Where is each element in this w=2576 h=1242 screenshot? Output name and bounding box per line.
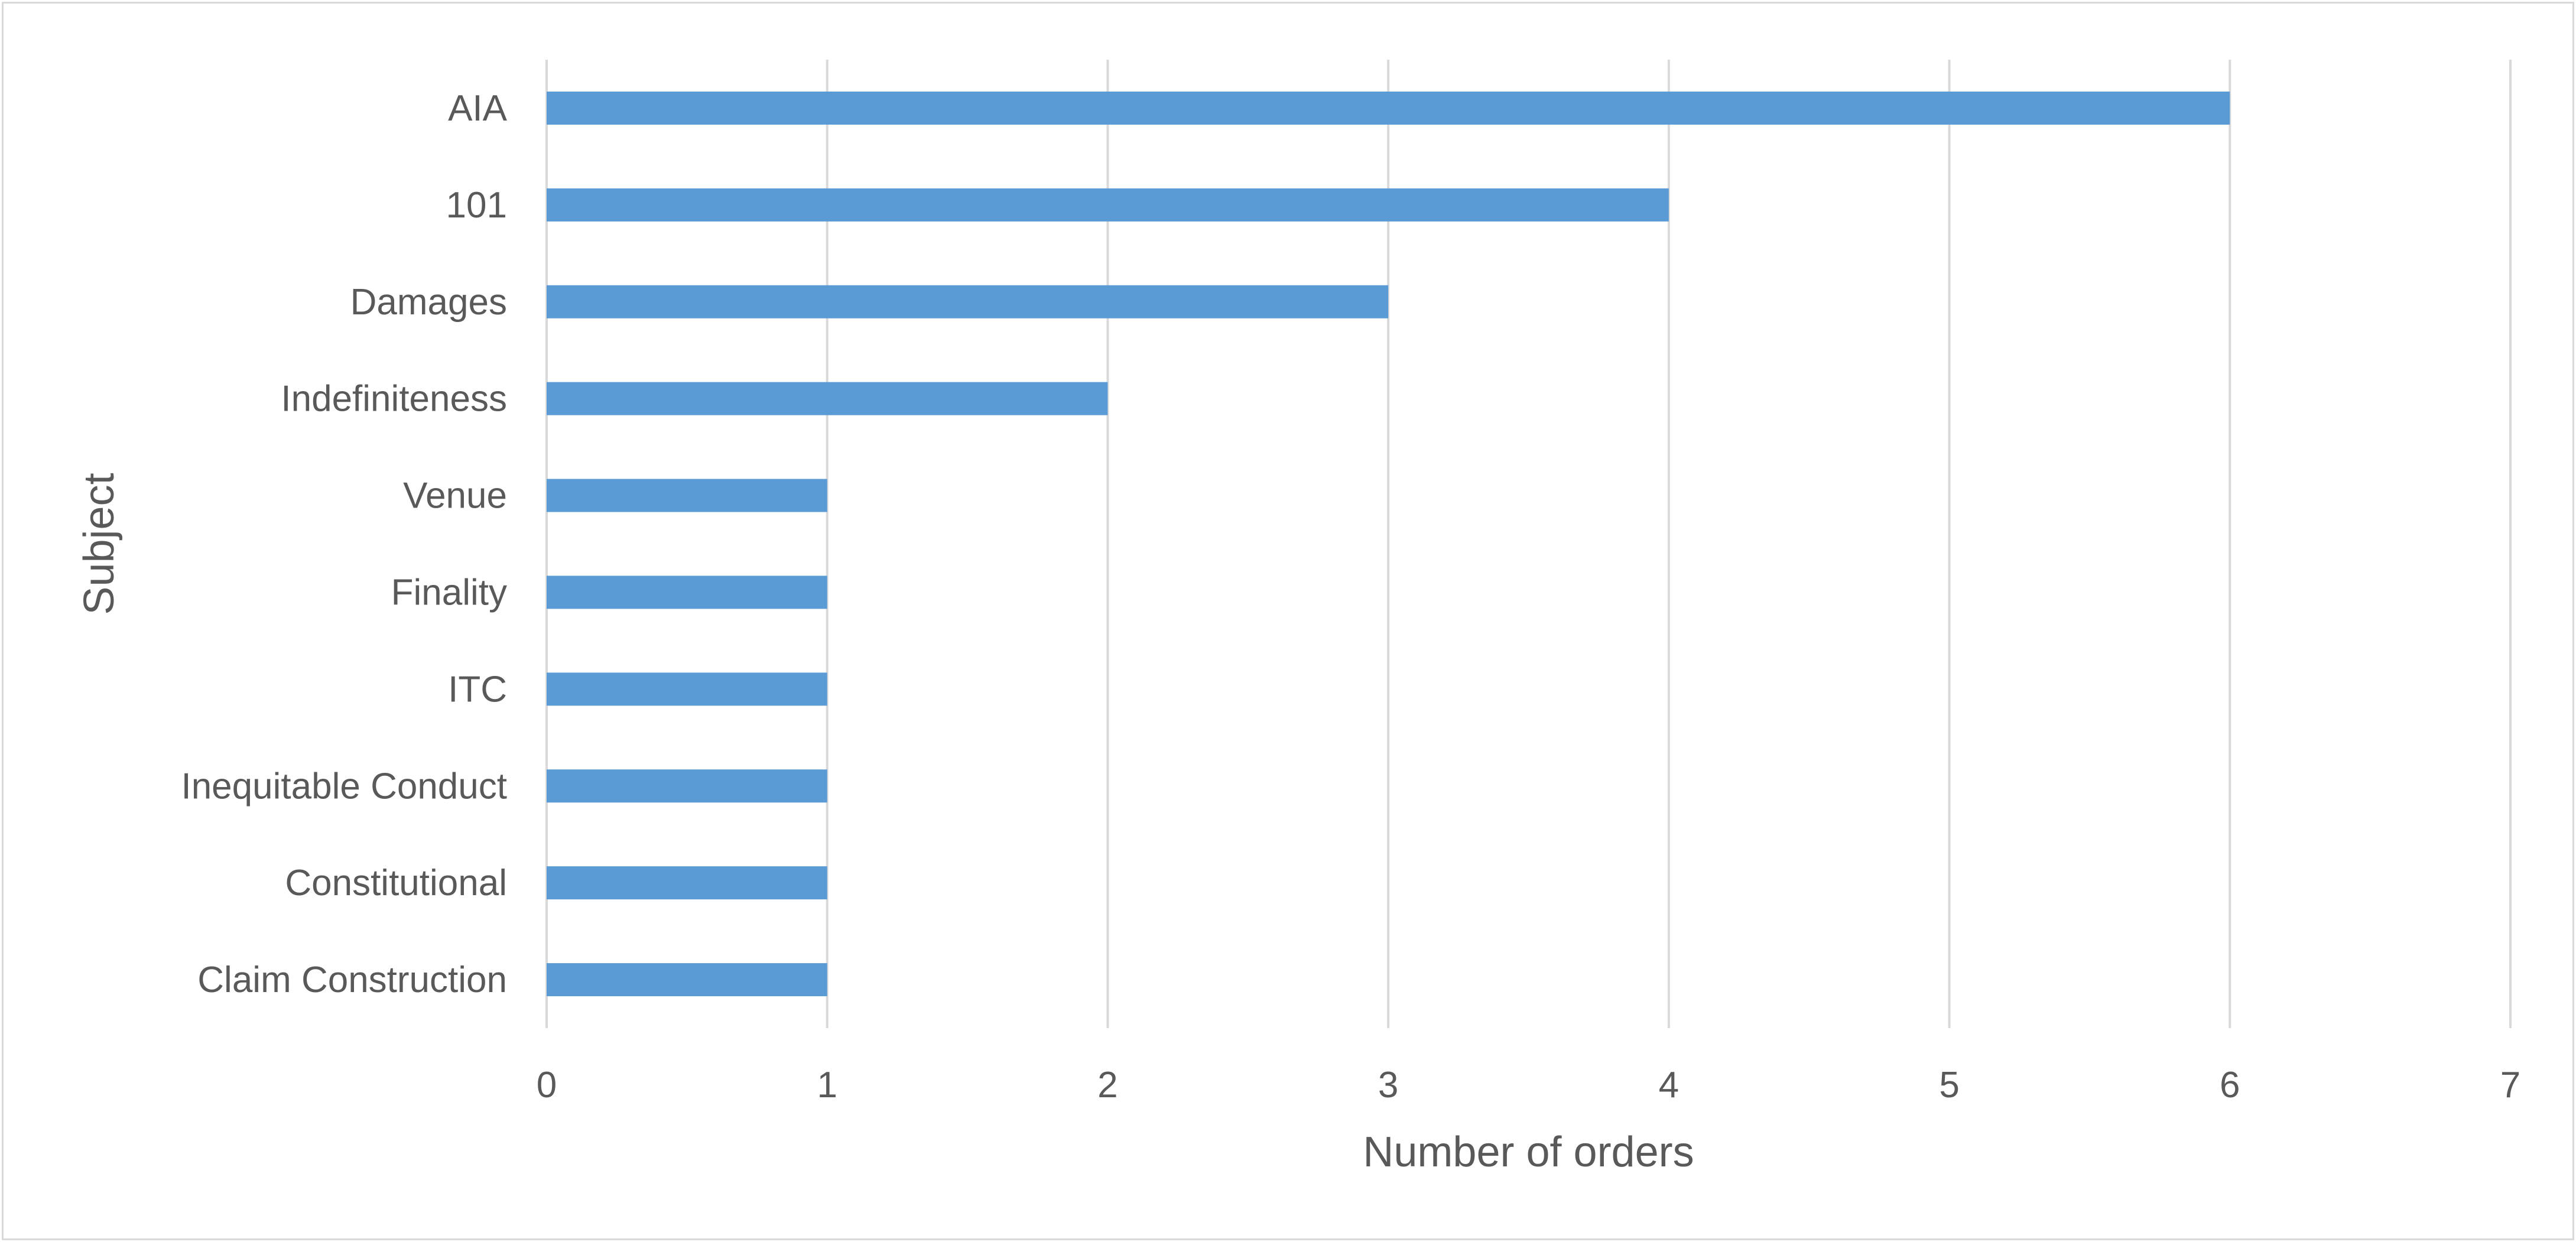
category-labels: AIA 101 Damages Indefiniteness Venue Finality… bbox=[181, 88, 507, 1000]
category-label: Constitutional bbox=[285, 863, 507, 903]
category-label: Claim Construction bbox=[197, 960, 507, 1000]
category-label: Damages bbox=[350, 282, 507, 323]
bar bbox=[547, 866, 827, 900]
x-tick-label: 4 bbox=[1659, 1065, 1679, 1106]
x-tick-labels: 0 1 2 3 4 5 6 7 bbox=[537, 1065, 2520, 1106]
x-axis-title: Number of orders bbox=[1363, 1129, 1694, 1176]
bars bbox=[547, 91, 2230, 997]
x-tick-label: 6 bbox=[2220, 1065, 2240, 1106]
bar bbox=[547, 769, 827, 803]
category-label: 101 bbox=[446, 185, 507, 226]
category-label: AIA bbox=[448, 88, 508, 129]
bar bbox=[547, 188, 1669, 222]
bar bbox=[547, 91, 2230, 125]
x-tick-label: 0 bbox=[537, 1065, 557, 1106]
category-label: Venue bbox=[403, 476, 507, 516]
x-tick-label: 1 bbox=[817, 1065, 837, 1106]
bar-chart: AIA 101 Damages Indefiniteness Venue Finality… bbox=[76, 60, 2520, 1176]
bar bbox=[547, 576, 827, 609]
category-label: Finality bbox=[391, 572, 507, 613]
x-tick-label: 5 bbox=[1939, 1065, 1959, 1106]
category-label: Inequitable Conduct bbox=[181, 766, 507, 807]
x-tick-label: 7 bbox=[2500, 1065, 2520, 1106]
x-tick-label: 2 bbox=[1097, 1065, 1118, 1106]
bar bbox=[547, 963, 827, 997]
y-axis-title: Subject bbox=[76, 473, 123, 615]
category-label: Indefiniteness bbox=[281, 379, 507, 420]
x-tick-label: 3 bbox=[1378, 1065, 1398, 1106]
bar bbox=[547, 479, 827, 512]
bar bbox=[547, 382, 1108, 415]
bar bbox=[547, 672, 827, 706]
bar bbox=[547, 285, 1389, 318]
category-label: ITC bbox=[448, 669, 507, 710]
